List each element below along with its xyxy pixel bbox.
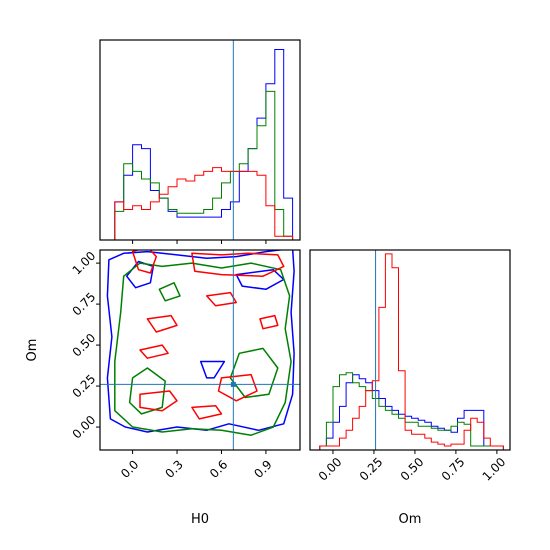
contour-line <box>131 250 158 274</box>
x-axis-label-om: Om <box>399 512 422 527</box>
y-axis-label-om: Om <box>25 339 40 362</box>
contour-line <box>139 344 169 359</box>
h0-histogram-panel <box>99 39 301 244</box>
contour-line <box>158 282 181 302</box>
contour-line <box>139 390 178 412</box>
om-histogram-series-group <box>319 253 504 450</box>
axes-frame <box>309 249 511 451</box>
histogram-series <box>319 253 504 450</box>
contour-line <box>191 252 285 277</box>
contour-line <box>199 360 226 379</box>
contour-line <box>217 373 258 402</box>
h0-histogram-series-group <box>114 49 294 240</box>
contour-line <box>229 347 279 399</box>
contour-line <box>235 268 285 291</box>
x-axis-label-h0: H0 <box>191 512 209 527</box>
histogram-series <box>114 90 294 240</box>
contour-line <box>259 314 279 330</box>
axes-frame <box>99 249 301 451</box>
contour-line <box>191 404 223 420</box>
histogram-series <box>114 167 294 240</box>
contour-line <box>205 291 238 307</box>
histogram-series <box>114 49 294 240</box>
contour-line <box>128 367 166 415</box>
contour-series-group <box>106 250 295 436</box>
axes-frame <box>99 39 301 241</box>
contour-line <box>146 314 178 333</box>
contour-line <box>114 262 292 436</box>
truth-marker <box>230 381 236 387</box>
histogram-series <box>319 372 504 450</box>
contour-line <box>106 250 295 433</box>
